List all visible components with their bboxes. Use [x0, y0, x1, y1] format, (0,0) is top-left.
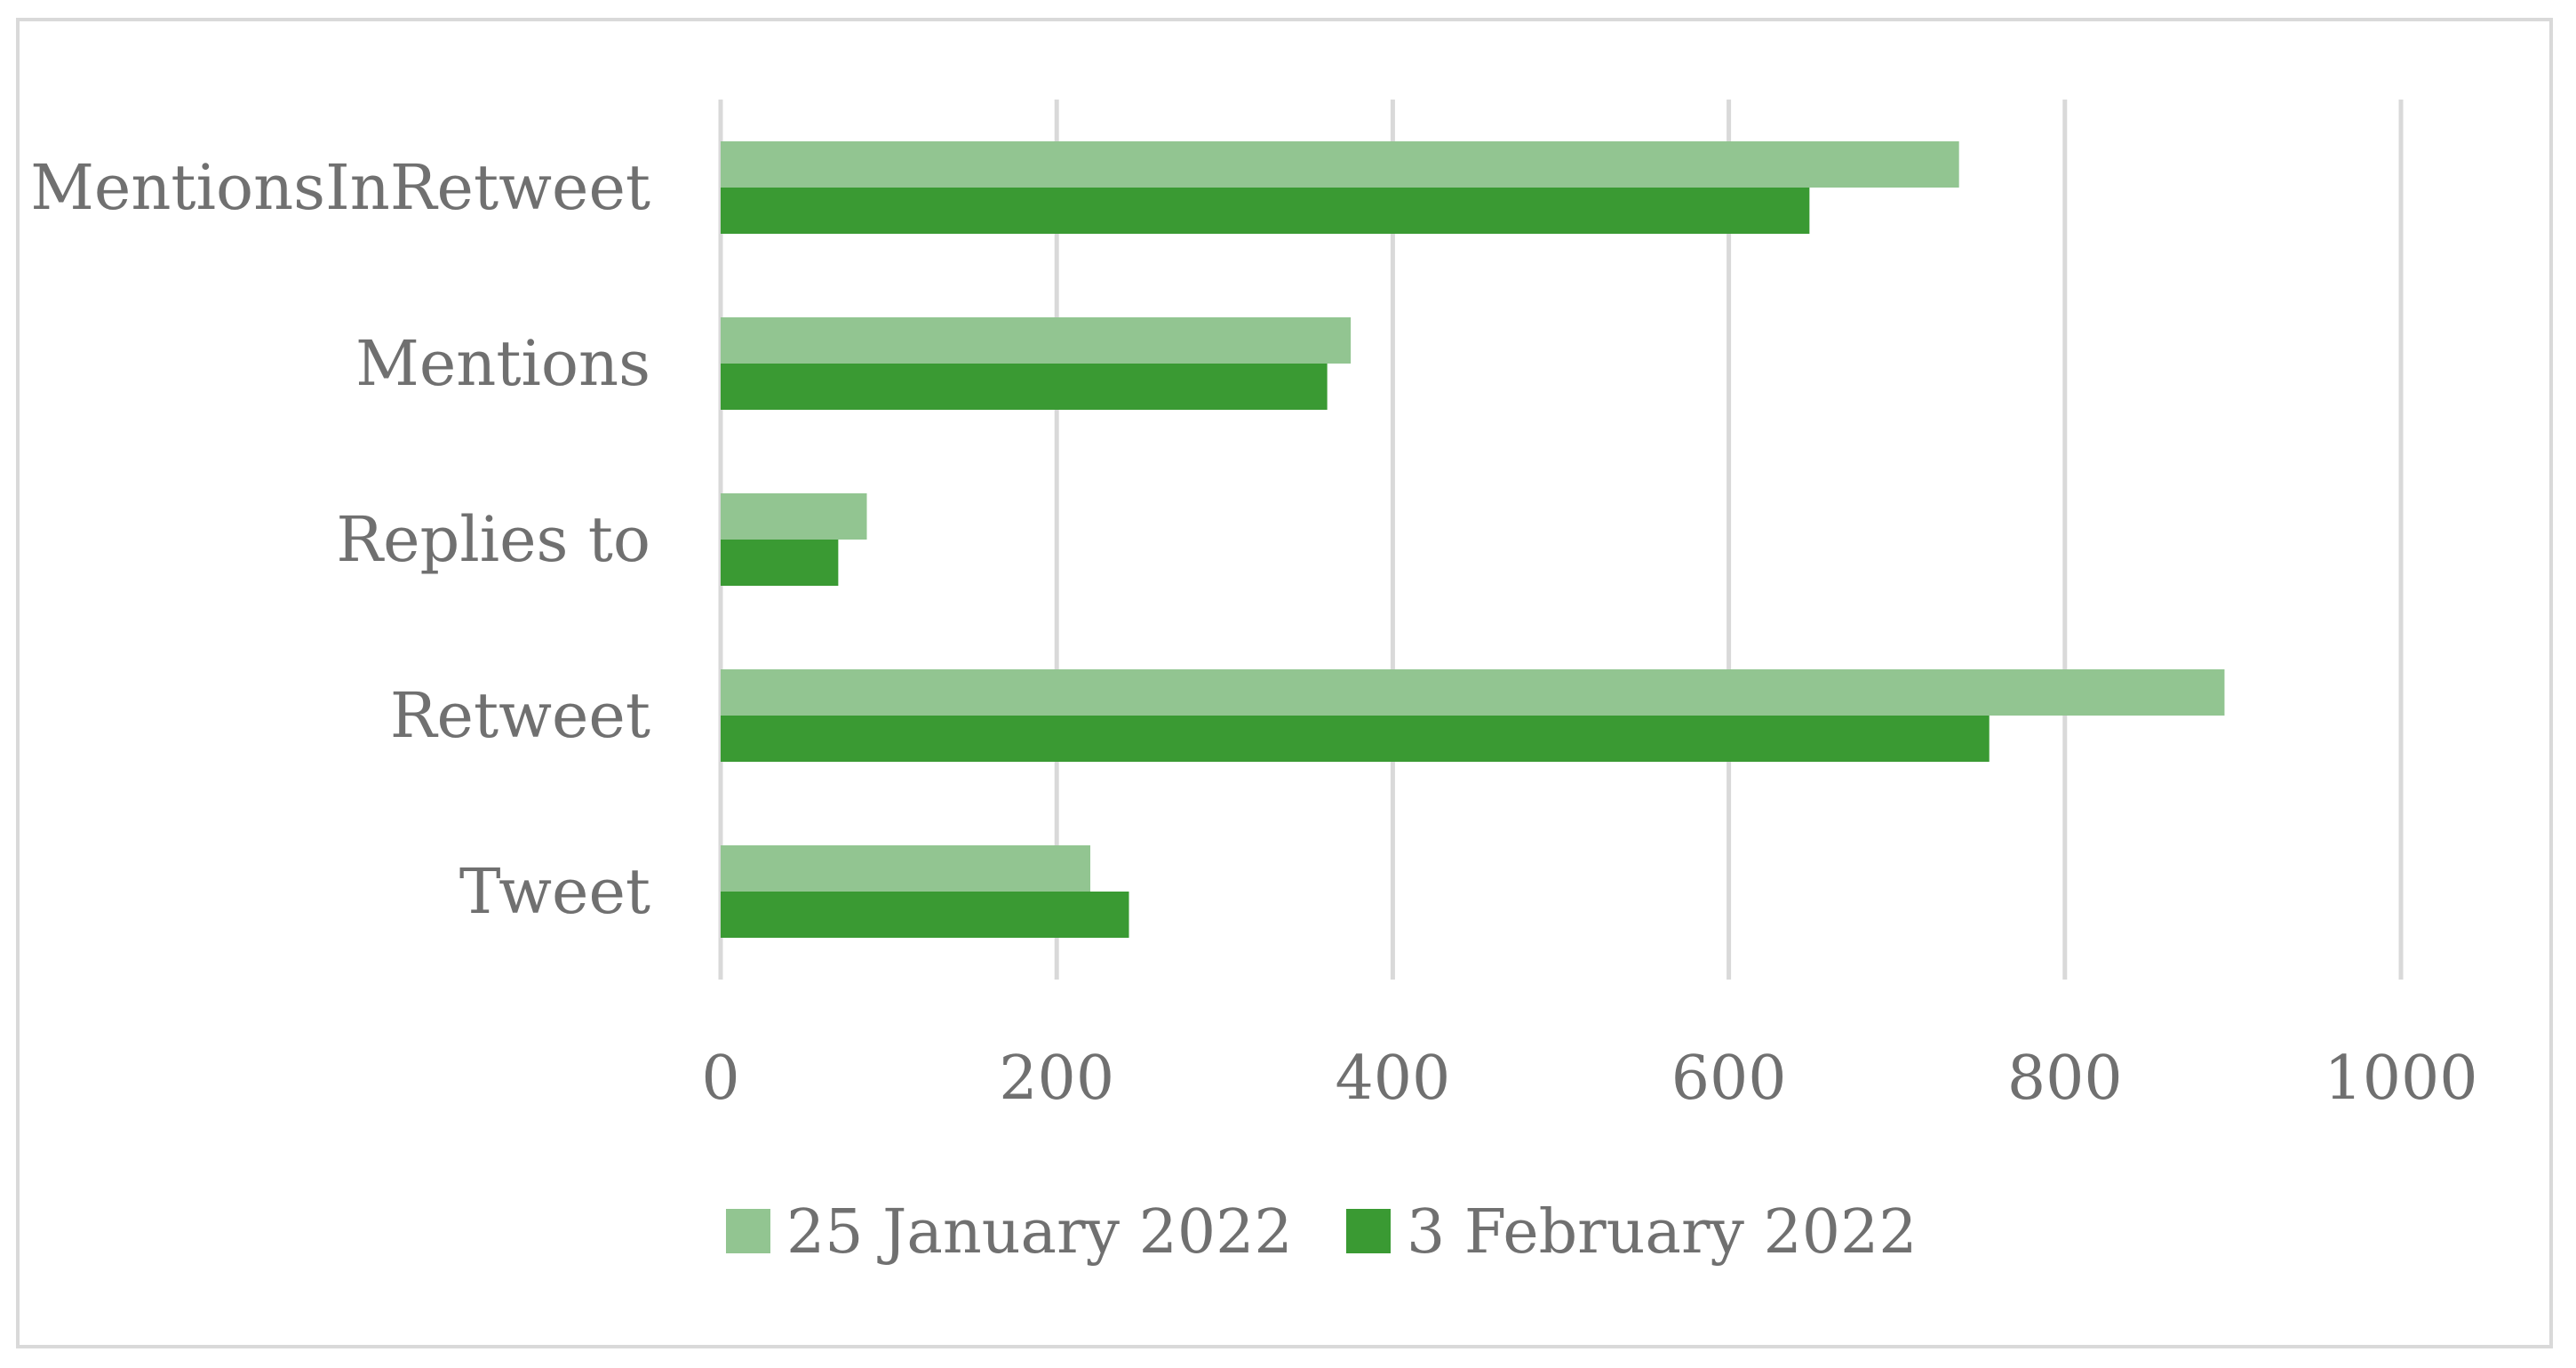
- category-label: Replies to: [336, 503, 650, 576]
- bars: [721, 141, 2225, 938]
- bar-mentionsinretweet-series-1: [721, 188, 1810, 234]
- x-tick-label: 200: [999, 1044, 1114, 1114]
- bar-mentionsinretweet-series-0: [721, 141, 1959, 188]
- bar-retweet-series-1: [721, 716, 1990, 762]
- x-tick-label: 0: [701, 1044, 739, 1114]
- legend-label: 3 February 2022: [1407, 1197, 1918, 1268]
- legend-swatch: [726, 1209, 770, 1253]
- category-labels: MentionsInRetweet Mentions Replies to Retwe…: [30, 151, 650, 928]
- legend-label: 25 January 2022: [786, 1197, 1293, 1268]
- category-label: Mentions: [355, 327, 650, 400]
- bar-replies-to-series-1: [721, 540, 839, 586]
- x-tick-label: 1000: [2324, 1044, 2477, 1114]
- gridlines: [718, 100, 2404, 980]
- x-tick-label: 400: [1336, 1044, 1451, 1114]
- x-tick-label: 600: [1671, 1044, 1787, 1114]
- bar-retweet-series-0: [721, 669, 2225, 716]
- legend-swatch: [1346, 1209, 1391, 1253]
- legend: 25 January 2022 3 February 2022: [726, 1197, 1918, 1268]
- category-label: Tweet: [459, 855, 650, 928]
- bar-tweet-series-1: [721, 892, 1129, 938]
- bar-mentions-series-0: [721, 317, 1352, 364]
- x-tick-label: 800: [2007, 1044, 2123, 1114]
- category-label: MentionsInRetweet: [30, 151, 650, 224]
- category-label: Retweet: [390, 679, 650, 752]
- x-tick-labels: 0 200 400 600 800 1000: [701, 1044, 2477, 1114]
- bar-tweet-series-0: [721, 845, 1091, 892]
- bar-mentions-series-1: [721, 364, 1328, 410]
- bar-replies-to-series-0: [721, 493, 867, 540]
